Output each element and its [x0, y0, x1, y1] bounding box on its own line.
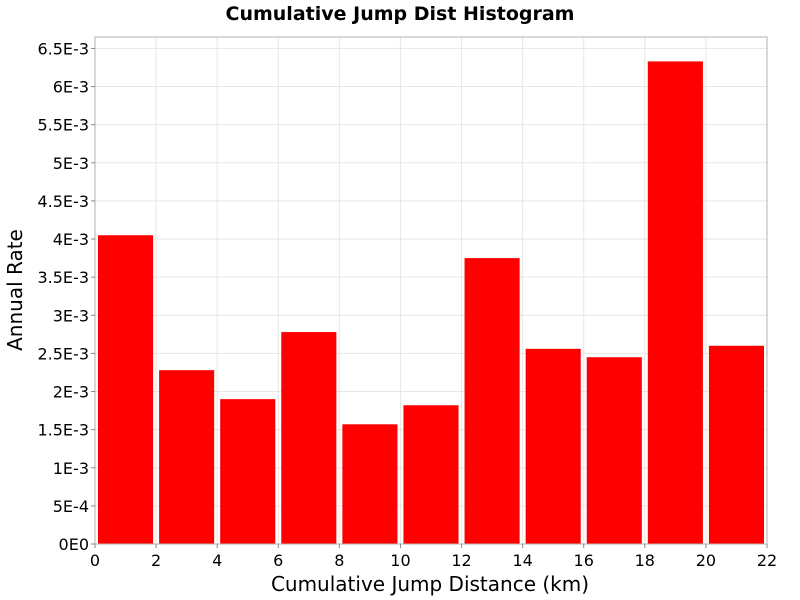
x-tick-label: 22: [757, 551, 777, 570]
x-tick-label: 2: [151, 551, 161, 570]
x-tick-label: 0: [90, 551, 100, 570]
histogram-bar: [464, 258, 520, 544]
y-tick-label: 0E0: [59, 535, 89, 554]
y-tick-label: 5.5E-3: [37, 116, 89, 135]
y-tick-label: 6.5E-3: [37, 39, 89, 58]
y-axis-label: Annual Rate: [3, 229, 27, 351]
y-tick-label: 1E-3: [53, 459, 89, 478]
y-tick-label: 5E-3: [53, 154, 89, 173]
histogram-bar: [342, 424, 398, 544]
x-tick-label: 20: [696, 551, 716, 570]
histogram-bar: [159, 370, 215, 544]
y-axis: 0E0 5E-4 1E-3 1.5E-3 2E-3 2.5E-3 3E-3 3.5E-3 4E-…: [37, 39, 95, 554]
bars-layer: [98, 61, 764, 544]
x-tick-label: 12: [451, 551, 471, 570]
x-axis: 0 2 4 6 8 10 12 14 16 18 20 22: [90, 544, 777, 570]
x-tick-label: 16: [574, 551, 594, 570]
histogram-bar: [98, 235, 154, 544]
x-tick-label: 8: [334, 551, 344, 570]
histogram-bar: [647, 61, 703, 544]
y-tick-label: 4E-3: [53, 230, 89, 249]
histogram-bar: [403, 405, 459, 544]
x-axis-label: Cumulative Jump Distance (km): [271, 572, 589, 596]
x-tick-label: 10: [390, 551, 410, 570]
y-tick-label: 3E-3: [53, 306, 89, 325]
x-tick-label: 14: [512, 551, 532, 570]
histogram-bar: [708, 345, 764, 544]
grid-layer: [94, 37, 768, 545]
y-tick-label: 1.5E-3: [37, 421, 89, 440]
y-tick-label: 4.5E-3: [37, 192, 89, 211]
y-tick-label: 6E-3: [53, 78, 89, 97]
y-tick-label: 3.5E-3: [37, 268, 89, 287]
x-tick-label: 6: [273, 551, 283, 570]
y-tick-label: 2E-3: [53, 383, 89, 402]
histogram-bar: [525, 348, 581, 544]
chart-title: Cumulative Jump Dist Histogram: [226, 3, 575, 25]
x-tick-label: 18: [635, 551, 655, 570]
histogram-bar: [586, 357, 642, 544]
plot-frame: [94, 36, 768, 545]
histogram-bar: [220, 399, 276, 544]
histogram-bar: [281, 332, 337, 544]
y-tick-label: 5E-4: [53, 497, 89, 516]
y-tick-label: 2.5E-3: [37, 344, 89, 363]
x-tick-label: 4: [212, 551, 222, 570]
